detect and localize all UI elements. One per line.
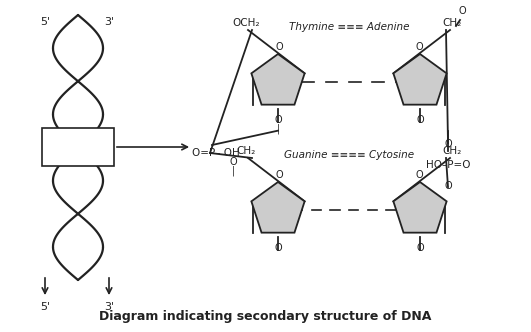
Text: O: O <box>444 181 452 191</box>
Text: O: O <box>458 6 466 16</box>
Text: O: O <box>229 157 237 167</box>
Text: CH₂: CH₂ <box>236 146 255 156</box>
Text: Guanine ≡≡≡≡ Cytosine: Guanine ≡≡≡≡ Cytosine <box>284 150 414 160</box>
Bar <box>42 128 114 166</box>
Text: |: | <box>232 165 235 176</box>
Text: 5': 5' <box>40 17 50 27</box>
Text: 3': 3' <box>104 17 114 27</box>
Polygon shape <box>251 54 305 105</box>
Text: HO–P=O: HO–P=O <box>426 160 470 170</box>
Text: O: O <box>274 115 282 124</box>
Text: CH₂: CH₂ <box>442 146 461 156</box>
Text: OCH₂: OCH₂ <box>232 18 260 28</box>
Text: O: O <box>415 170 423 180</box>
Polygon shape <box>393 182 447 233</box>
Text: 5': 5' <box>40 302 50 312</box>
Text: O=P– OH: O=P– OH <box>192 148 240 158</box>
Text: CH₂: CH₂ <box>442 18 461 28</box>
Text: O: O <box>275 170 283 180</box>
Polygon shape <box>251 182 305 233</box>
Text: O: O <box>275 42 283 52</box>
Text: Diagram indicating secondary structure of DNA: Diagram indicating secondary structure o… <box>99 310 431 323</box>
Text: O: O <box>444 139 452 149</box>
Text: O: O <box>416 115 424 124</box>
Text: O: O <box>416 243 424 253</box>
Text: O: O <box>274 243 282 253</box>
Text: |: | <box>276 124 280 134</box>
Text: O: O <box>415 42 423 52</box>
Text: Thymine ≡≡≡ Adenine: Thymine ≡≡≡ Adenine <box>289 22 409 32</box>
Polygon shape <box>393 54 447 105</box>
Text: 3': 3' <box>104 302 114 312</box>
